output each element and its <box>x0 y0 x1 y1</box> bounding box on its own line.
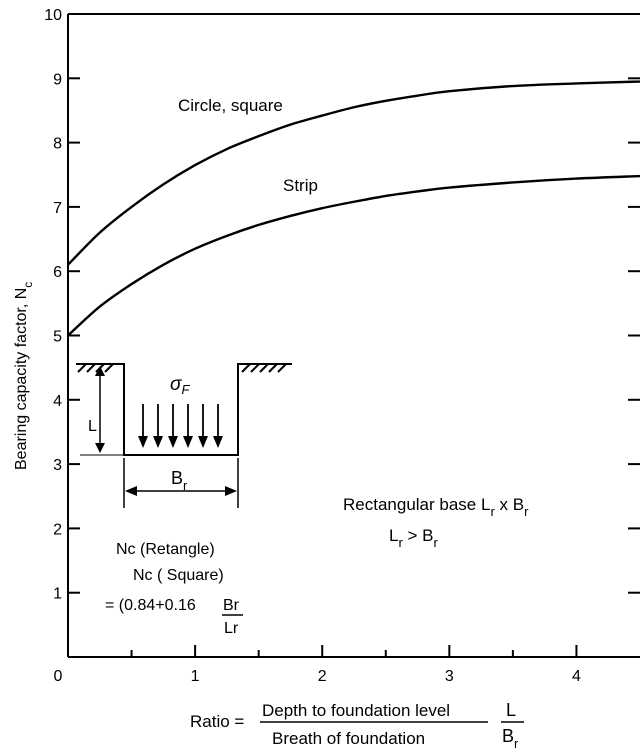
x-label-ratio-b: Br <box>502 726 519 751</box>
nc-denominator-label: Nc ( Square) <box>133 567 224 584</box>
nc-numerator-label: Nc (Retangle) <box>116 541 215 558</box>
x-label-prefix: Ratio = <box>190 712 244 731</box>
sigma-label: σF <box>170 374 190 397</box>
formula-prefix: = (0.84+0.16 <box>105 597 196 614</box>
series-group <box>67 80 640 337</box>
y-tick-label-5: 5 <box>53 329 62 346</box>
series-line-0 <box>67 80 640 266</box>
foundation-outline <box>76 363 292 456</box>
load-arrows <box>138 404 223 448</box>
x-tick-label-0: 0 <box>54 668 63 685</box>
y-ticks: 1 2 3 4 5 6 7 8 9 10 <box>44 7 640 603</box>
load-arrow-head-0 <box>138 436 148 448</box>
ground-hatching-left <box>77 363 114 373</box>
y-tick-label-9: 9 <box>53 71 62 88</box>
load-arrow-head-4 <box>198 436 208 448</box>
x-tick-label-4: 4 <box>572 668 581 685</box>
formula-fraction-num: Br <box>223 597 240 614</box>
load-arrow-head-3 <box>183 436 193 448</box>
width-arrow <box>123 458 239 508</box>
y-tick-label-8: 8 <box>53 136 62 153</box>
width-label: Br <box>171 468 188 493</box>
y-tick-label-7: 7 <box>53 200 62 217</box>
x-tick-label-1: 1 <box>191 668 200 685</box>
ground-hatching-right <box>241 363 287 373</box>
y-tick-label-4: 4 <box>53 393 62 410</box>
y-tick-label-6: 6 <box>53 264 62 281</box>
x-tick-label-2: 2 <box>318 668 327 685</box>
y-tick-label-1: 1 <box>53 586 62 603</box>
depth-label: L <box>88 418 97 435</box>
x-tick-label-3: 3 <box>445 668 454 685</box>
length-condition-label: Lr > Br <box>389 526 439 550</box>
load-arrow-head-2 <box>168 436 178 448</box>
y-tick-label-2: 2 <box>53 521 62 538</box>
load-arrow-head-5 <box>213 436 223 448</box>
y-axis-label: Bearing capacity factor, Nc <box>13 282 35 470</box>
x-label-ratio-l: L <box>506 700 516 720</box>
x-label-denominator: Breath of foundation <box>272 729 425 748</box>
series-line-1 <box>67 174 640 337</box>
formula-fraction-den: Lr <box>224 620 239 637</box>
y-tick-label-3: 3 <box>53 457 62 474</box>
foundation-diagram: σF L Br <box>76 363 292 508</box>
depth-arrow <box>95 366 105 453</box>
y-tick-label-10: 10 <box>44 7 62 24</box>
load-arrow-head-1 <box>153 436 163 448</box>
x-axis-label: Ratio = Depth to foundation level Breath… <box>190 700 524 751</box>
rectangular-base-label: Rectangular base Lr x Br <box>343 495 529 519</box>
series-label-strip: Strip <box>283 176 318 195</box>
x-label-numerator: Depth to foundation level <box>262 701 450 720</box>
series-label-circle-square: Circle, square <box>178 96 283 115</box>
x-ticks: 0 1 2 3 4 <box>54 645 581 685</box>
